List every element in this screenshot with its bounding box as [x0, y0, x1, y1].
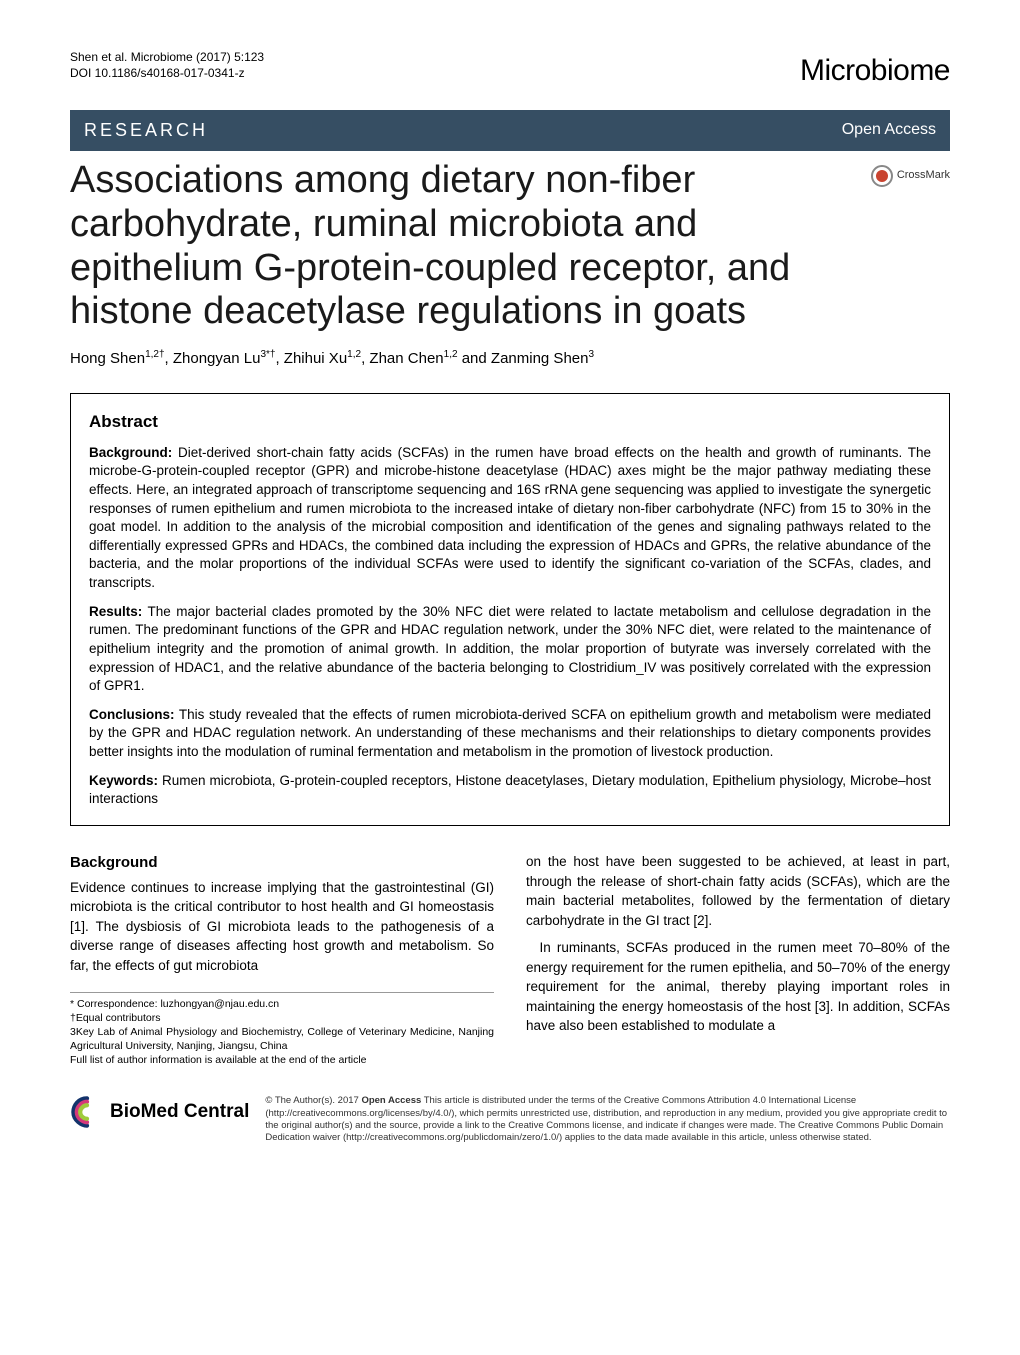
- journal-logo: Microbiome: [800, 50, 950, 92]
- footer: BioMed Central © The Author(s). 2017 Ope…: [70, 1095, 950, 1144]
- abstract-background: Background: Diet-derived short-chain fat…: [89, 444, 931, 593]
- footnotes: * Correspondence: luzhongyan@njau.edu.cn…: [70, 992, 494, 1068]
- left-column: Background Evidence continues to increas…: [70, 852, 494, 1067]
- abstract-results-text: The major bacterial clades promoted by t…: [89, 604, 931, 694]
- crossmark-icon: [871, 165, 893, 187]
- left-paragraph-1: Evidence continues to increase implying …: [70, 878, 494, 976]
- biomed-central-logo: BioMed Central: [70, 1095, 249, 1129]
- right-paragraph-2: In ruminants, SCFAs produced in the rume…: [526, 938, 950, 1036]
- abstract-results: Results: The major bacterial clades prom…: [89, 603, 931, 696]
- footnote-full-list: Full list of author information is avail…: [70, 1053, 494, 1067]
- abstract-conclusions-label: Conclusions:: [89, 707, 175, 722]
- footnote-correspondence: * Correspondence: luzhongyan@njau.edu.cn: [70, 997, 494, 1011]
- right-column: on the host have been suggested to be ac…: [526, 852, 950, 1067]
- abstract-keywords-text: Rumen microbiota, G-protein-coupled rece…: [89, 773, 931, 807]
- abstract-keywords: Keywords: Rumen microbiota, G-protein-co…: [89, 772, 931, 809]
- body-columns: Background Evidence continues to increas…: [70, 852, 950, 1067]
- citation-line1: Shen et al. Microbiome (2017) 5:123: [70, 50, 264, 66]
- crossmark-text: CrossMark: [897, 168, 950, 183]
- right-paragraph-1: on the host have been suggested to be ac…: [526, 852, 950, 930]
- authors: Hong Shen1,2†, Zhongyan Lu3*†, Zhihui Xu…: [70, 348, 950, 369]
- abstract-conclusions-text: This study revealed that the effects of …: [89, 707, 931, 759]
- bmc-bio: Bio: [110, 1101, 141, 1122]
- abstract-results-label: Results:: [89, 604, 142, 619]
- footnote-equal: †Equal contributors: [70, 1011, 494, 1025]
- background-heading: Background: [70, 852, 494, 874]
- abstract-conclusions: Conclusions: This study revealed that th…: [89, 706, 931, 762]
- title-row: Associations among dietary non-fiber car…: [70, 159, 950, 334]
- header-top: Shen et al. Microbiome (2017) 5:123 DOI …: [70, 50, 950, 92]
- abstract-background-text: Diet-derived short-chain fatty acids (SC…: [89, 445, 931, 590]
- bmc-swirl-icon: [70, 1095, 104, 1129]
- article-title: Associations among dietary non-fiber car…: [70, 159, 851, 334]
- bmc-central: Central: [179, 1101, 250, 1122]
- footnote-affiliation: 3Key Lab of Animal Physiology and Bioche…: [70, 1025, 494, 1053]
- bmc-med: Med: [141, 1101, 179, 1122]
- license-text: © The Author(s). 2017 Open Access This a…: [265, 1095, 950, 1144]
- abstract-heading: Abstract: [89, 410, 931, 434]
- crossmark-badge[interactable]: CrossMark: [871, 165, 950, 187]
- bmc-text: BioMed Central: [110, 1099, 249, 1126]
- abstract-background-label: Background:: [89, 445, 172, 460]
- research-bar: RESEARCH Open Access: [70, 110, 950, 151]
- abstract-box: Abstract Background: Diet-derived short-…: [70, 393, 950, 826]
- citation-line2: DOI 10.1186/s40168-017-0341-z: [70, 66, 264, 82]
- research-label: RESEARCH: [84, 118, 208, 143]
- open-access-label: Open Access: [842, 119, 936, 141]
- citation: Shen et al. Microbiome (2017) 5:123 DOI …: [70, 50, 264, 81]
- abstract-keywords-label: Keywords:: [89, 773, 158, 788]
